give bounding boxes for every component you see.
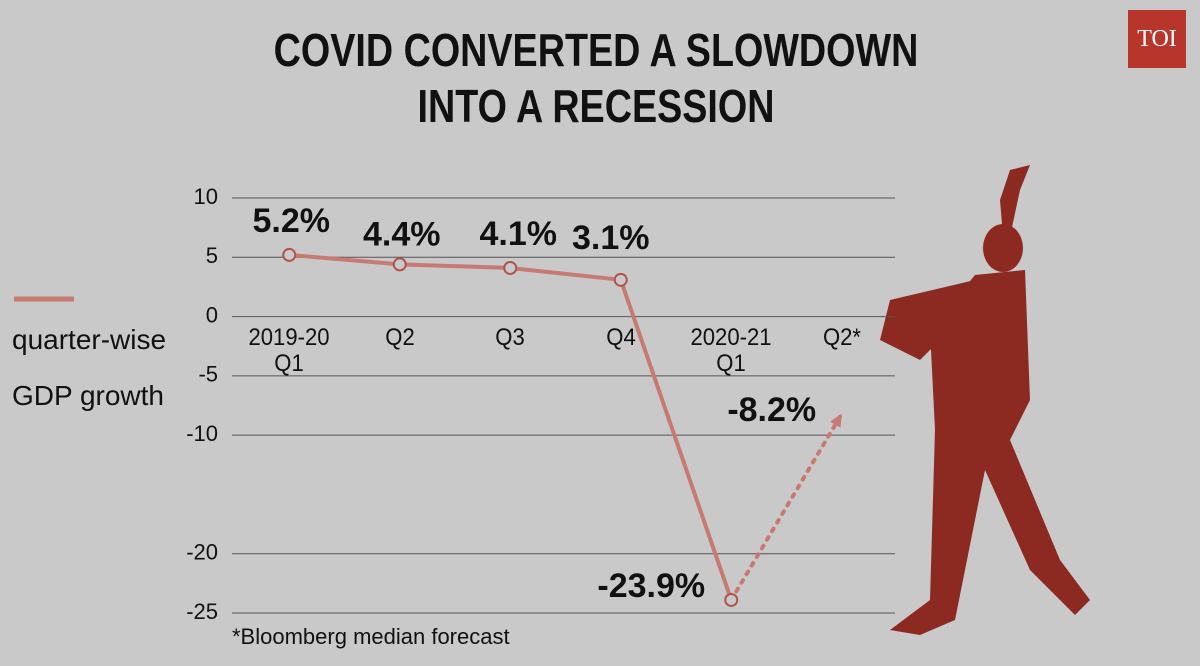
x-tick-label: Q3 bbox=[495, 323, 525, 351]
y-tick-label: 0 bbox=[206, 302, 218, 327]
point bbox=[282, 247, 297, 262]
x-tick-label: Q4 bbox=[606, 323, 636, 351]
x-tick-label: Q2 bbox=[385, 323, 415, 351]
value-label: 4.1% bbox=[480, 215, 558, 253]
x-tick-label: 2020-21 Q1 bbox=[690, 323, 772, 377]
y-tick-label: -10 bbox=[186, 421, 218, 446]
point bbox=[724, 592, 739, 607]
value-label: 4.4% bbox=[363, 215, 441, 253]
forecast-arrowhead bbox=[830, 413, 842, 428]
x-tick-label: Q2* bbox=[822, 323, 861, 351]
y-tick-label: -5 bbox=[198, 362, 218, 387]
line bbox=[289, 252, 734, 601]
value-label: 5.2% bbox=[253, 202, 331, 240]
chart-title: COVID CONVERTED A SLOWDOWN INTO A RECESS… bbox=[273, 24, 919, 132]
y-tick-label: -20 bbox=[186, 540, 218, 565]
y-tick-label: 10 bbox=[194, 184, 218, 209]
x-tick-label: 2019-20 Q1 bbox=[248, 323, 330, 377]
point bbox=[503, 260, 518, 275]
value-label: -23.9% bbox=[597, 567, 705, 605]
footnote: *Bloomberg median forecast bbox=[232, 624, 510, 649]
value-label: -8.2% bbox=[727, 391, 816, 429]
point bbox=[392, 257, 407, 272]
forecast-line bbox=[729, 411, 844, 602]
legend-label: quarter-wise GDP growth bbox=[12, 324, 167, 411]
y-tick-label: -25 bbox=[186, 599, 218, 624]
point bbox=[613, 272, 628, 287]
figure bbox=[880, 165, 1090, 635]
y-tick-label: 5 bbox=[206, 243, 218, 268]
logo: TOI bbox=[1128, 10, 1186, 68]
value-label: 3.1% bbox=[572, 219, 650, 257]
